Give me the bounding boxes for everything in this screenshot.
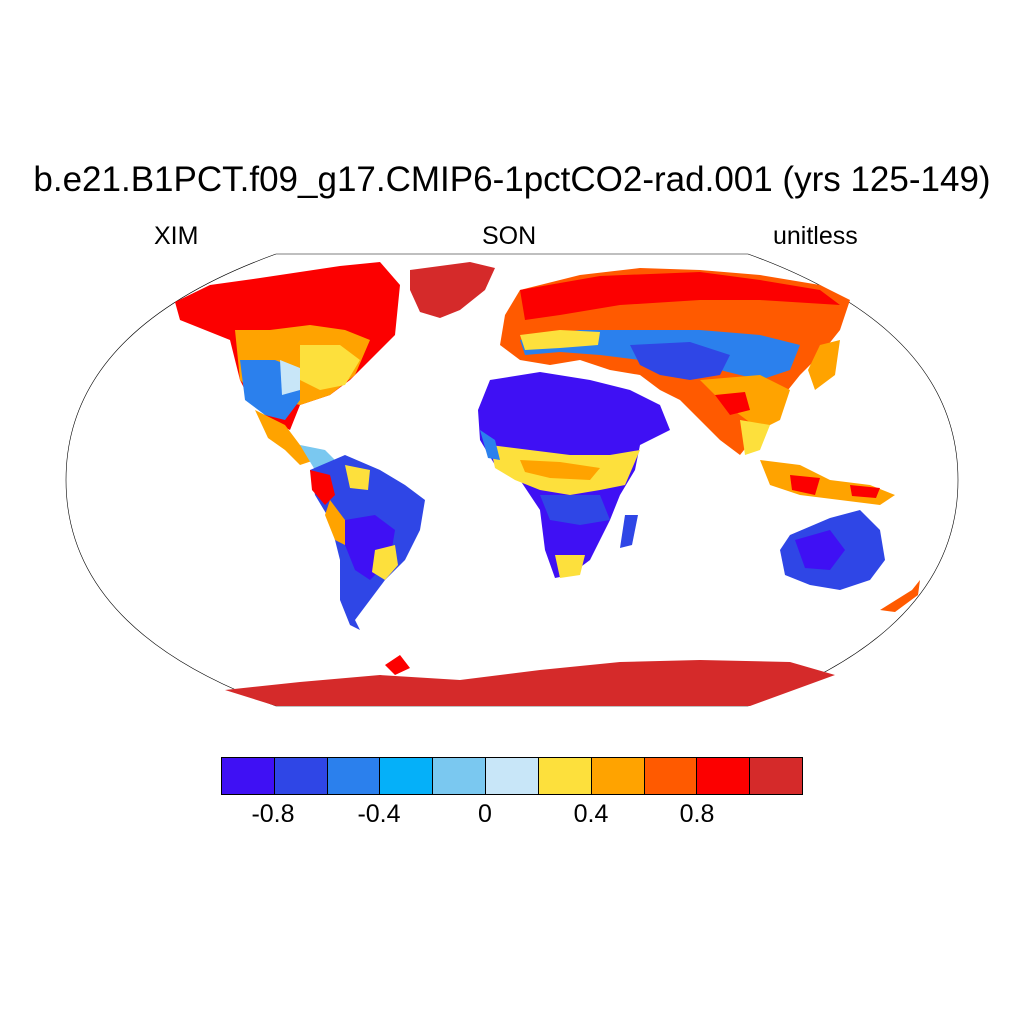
colorbar-tick-label: -0.8 xyxy=(251,800,295,828)
colorbar-box xyxy=(380,758,434,794)
africa xyxy=(478,372,670,578)
colorbar-box xyxy=(486,758,539,794)
colorbar xyxy=(221,757,803,795)
colorbar-box xyxy=(327,758,381,794)
variable-label: XIM xyxy=(154,222,199,250)
colorbar-box xyxy=(274,758,328,794)
colorbar-box xyxy=(644,758,698,794)
colorbar-tick-label: -0.4 xyxy=(357,800,401,828)
colorbar-box xyxy=(222,758,275,794)
colorbar-tick-label: 0 xyxy=(478,800,492,828)
greenland xyxy=(410,262,495,318)
antarctic-peninsula xyxy=(385,655,410,675)
australia xyxy=(780,510,920,612)
antarctica xyxy=(225,660,835,706)
colorbar-box xyxy=(591,758,645,794)
southeast-asia xyxy=(760,460,895,505)
colorbar-tick-label: 0.8 xyxy=(679,800,715,828)
north-america xyxy=(175,262,400,480)
units-label: unitless xyxy=(773,222,858,250)
south-america xyxy=(310,455,425,630)
eurasia xyxy=(500,268,850,455)
colorbar-tick-label: 0.4 xyxy=(573,800,609,828)
colorbar-box xyxy=(433,758,487,794)
colorbar-box xyxy=(538,758,592,794)
colorbar-box xyxy=(750,758,802,794)
season-label: SON xyxy=(482,222,537,250)
colorbar-box xyxy=(697,758,751,794)
map-title: b.e21.B1PCT.f09_g17.CMIP6-1pctCO2-rad.00… xyxy=(33,160,991,199)
